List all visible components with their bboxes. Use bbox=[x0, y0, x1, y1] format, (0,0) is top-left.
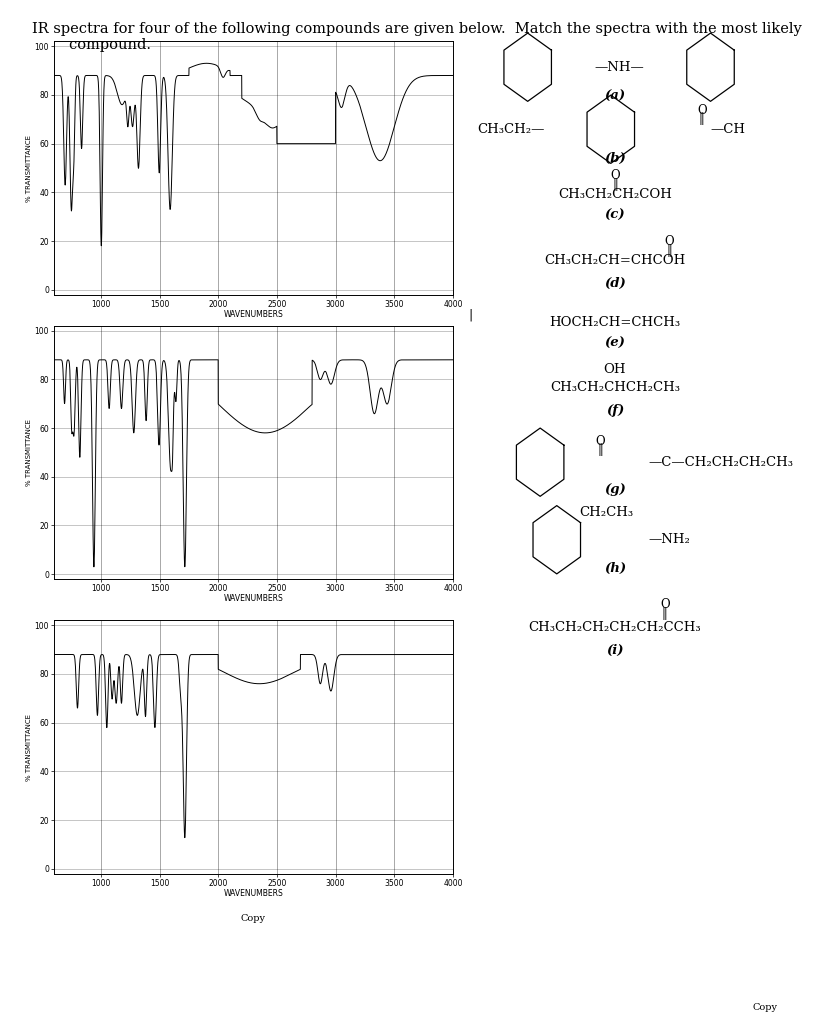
Text: ‖: ‖ bbox=[662, 607, 667, 619]
Text: CH₃CH₂CH=CHCOH: CH₃CH₂CH=CHCOH bbox=[544, 254, 686, 267]
X-axis label: WAVENUMBERS: WAVENUMBERS bbox=[224, 595, 283, 603]
Text: CH₃CH₂CH₂CH₂CH₂CCH₃: CH₃CH₂CH₂CH₂CH₂CCH₃ bbox=[529, 621, 701, 634]
Y-axis label: % TRANSMITTANCE: % TRANSMITTANCE bbox=[26, 419, 32, 486]
Text: compound.: compound. bbox=[32, 38, 150, 53]
Text: (d): (d) bbox=[604, 277, 626, 290]
Y-axis label: % TRANSMITTANCE: % TRANSMITTANCE bbox=[26, 713, 32, 781]
Text: (b): (b) bbox=[604, 152, 626, 164]
Text: 3H: 3H bbox=[246, 619, 261, 629]
X-axis label: WAVENUMBERS: WAVENUMBERS bbox=[224, 310, 283, 318]
Text: (g): (g) bbox=[604, 483, 626, 495]
Text: —NH₂: —NH₂ bbox=[648, 534, 690, 546]
Text: CH₃CH₂CH₂COH: CH₃CH₂CH₂COH bbox=[558, 188, 672, 201]
Text: O: O bbox=[660, 599, 670, 611]
Text: O: O bbox=[595, 435, 605, 448]
X-axis label: WAVENUMBERS: WAVENUMBERS bbox=[224, 889, 283, 898]
Text: CH₃CH₂CHCH₂CH₃: CH₃CH₂CHCH₂CH₃ bbox=[550, 382, 680, 394]
Text: CH₂CH₃: CH₂CH₃ bbox=[579, 507, 634, 519]
Text: (c): (c) bbox=[605, 209, 625, 221]
Y-axis label: % TRANSMITTANCE: % TRANSMITTANCE bbox=[26, 134, 32, 202]
Text: (a): (a) bbox=[604, 90, 626, 102]
Text: OH: OH bbox=[603, 363, 627, 375]
Text: (e): (e) bbox=[604, 337, 626, 349]
Text: ‖: ‖ bbox=[699, 113, 704, 125]
Text: ‖: ‖ bbox=[597, 444, 602, 456]
Text: (h): (h) bbox=[604, 562, 626, 575]
Text: —C—CH₂CH₂CH₂CH₃: —C—CH₂CH₂CH₂CH₃ bbox=[648, 456, 793, 468]
Text: |: | bbox=[469, 308, 473, 322]
Text: Copy: Copy bbox=[752, 1003, 777, 1011]
Text: —CH: —CH bbox=[711, 123, 745, 135]
Text: IR spectra for four of the following compounds are given below.  Match the spect: IR spectra for four of the following com… bbox=[32, 22, 801, 36]
Text: (f): (f) bbox=[606, 404, 624, 417]
Text: ‖: ‖ bbox=[612, 178, 617, 190]
Text: O: O bbox=[610, 170, 620, 182]
Text: O: O bbox=[664, 236, 674, 248]
Text: (i): (i) bbox=[606, 644, 624, 657]
Text: Copy: Copy bbox=[241, 914, 266, 923]
Text: O: O bbox=[697, 104, 707, 117]
Text: cm⁻¹: cm⁻¹ bbox=[242, 335, 265, 344]
Text: CH₃CH₂—: CH₃CH₂— bbox=[477, 123, 544, 135]
Text: ‖: ‖ bbox=[666, 244, 671, 256]
Text: —NH—: —NH— bbox=[594, 61, 644, 73]
Text: HOCH₂CH=CHCH₃: HOCH₂CH=CHCH₃ bbox=[549, 316, 681, 329]
